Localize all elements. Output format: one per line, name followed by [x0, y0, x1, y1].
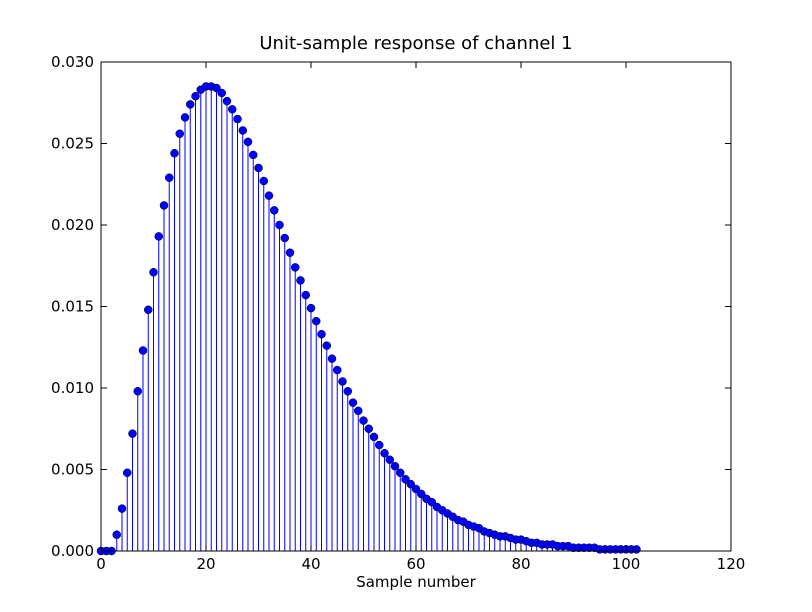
data-point [301, 290, 310, 300]
data-point [364, 424, 373, 433]
data-point [296, 276, 305, 285]
data-point [191, 91, 200, 101]
y-tick-label: 0.005 [51, 461, 94, 479]
data-point [270, 206, 279, 215]
data-point [417, 489, 426, 499]
x-tick-label: 120 [717, 555, 746, 573]
data-point [427, 497, 436, 507]
data-point [144, 305, 153, 315]
stems-layer [116, 86, 637, 551]
data-point [333, 365, 342, 375]
data-point [285, 248, 295, 257]
data-point [128, 429, 137, 438]
data-point [406, 479, 415, 489]
data-point [222, 96, 232, 106]
data-point [112, 530, 121, 539]
data-point [170, 149, 179, 158]
data-point [275, 220, 284, 230]
data-point [312, 316, 321, 326]
data-point [217, 88, 226, 98]
chart-title: Unit-sample response of channel 1 [259, 33, 572, 54]
data-point [180, 113, 190, 122]
data-point [254, 163, 263, 173]
y-tick-label: 0.020 [51, 216, 94, 234]
data-point [123, 468, 132, 478]
data-point [186, 100, 195, 109]
y-tick-label: 0.010 [51, 379, 94, 397]
data-point [359, 416, 368, 425]
data-point [259, 176, 268, 186]
y-tick-label: 0.030 [51, 53, 94, 71]
data-point [348, 398, 358, 407]
data-point [249, 150, 258, 160]
data-point [327, 354, 337, 363]
y-tick-label: 0.015 [51, 298, 94, 316]
data-point [264, 191, 274, 200]
data-point [322, 341, 331, 350]
data-point [228, 105, 237, 114]
data-point [165, 173, 174, 182]
data-point [380, 448, 389, 458]
data-point [411, 484, 421, 494]
markers-layer [96, 82, 641, 556]
data-point [306, 303, 316, 313]
data-point [632, 545, 641, 554]
data-point [138, 346, 148, 355]
data-point [243, 137, 253, 147]
x-tick-label: 60 [406, 555, 425, 573]
x-tick-label: 80 [511, 555, 530, 573]
data-point [238, 126, 247, 135]
data-point [343, 387, 352, 396]
data-point [159, 201, 169, 210]
x-tick-label: 40 [301, 555, 320, 573]
data-point [280, 233, 289, 243]
data-point [317, 329, 326, 339]
y-tick-label: 0.025 [51, 135, 94, 153]
data-point [133, 387, 142, 396]
data-point [233, 114, 242, 124]
data-point [154, 232, 163, 241]
data-point [117, 504, 127, 513]
tick-labels-layer: 0 20 40 60 80 100 120 0.000 0.005 0.010 0.015 0.020… [51, 53, 745, 573]
data-point [149, 268, 158, 277]
data-point [338, 377, 347, 386]
data-point [175, 129, 184, 138]
data-point [291, 263, 300, 272]
x-tick-label: 0 [96, 555, 106, 573]
data-point [369, 432, 379, 442]
data-point [354, 406, 363, 416]
data-point [212, 83, 221, 93]
x-tick-label: 20 [196, 555, 215, 573]
y-tick-label: 0.000 [51, 542, 94, 560]
data-point [375, 440, 384, 450]
data-point [390, 461, 400, 471]
x-tick-label: 100 [612, 555, 641, 573]
data-point [385, 455, 394, 464]
ticks-layer [100, 61, 732, 552]
data-point [396, 468, 405, 478]
x-axis-label: Sample number [356, 573, 476, 591]
data-point [401, 475, 410, 484]
